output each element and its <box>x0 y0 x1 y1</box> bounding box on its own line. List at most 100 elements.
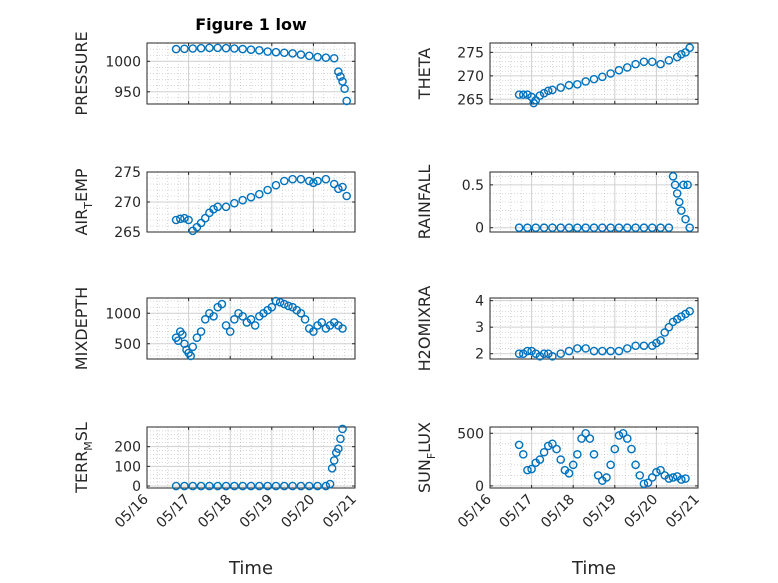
y-axis-label-main: MIXDEPTH <box>72 287 91 370</box>
subplot-rainfall: 0 0.5 RAINFALL <box>415 165 699 239</box>
data-point <box>321 174 331 184</box>
data-point <box>340 84 349 94</box>
data-point <box>175 214 185 224</box>
axes-box <box>146 426 356 489</box>
data-point <box>334 184 343 194</box>
data-point <box>598 223 607 233</box>
data-point <box>681 48 690 57</box>
data-point <box>573 344 582 353</box>
data-point <box>656 223 665 233</box>
data-point <box>564 80 574 90</box>
data-point <box>685 43 694 52</box>
data-point <box>581 223 590 233</box>
data-point <box>296 481 306 491</box>
data-point <box>338 424 347 434</box>
y-tick-label: 0 <box>132 479 141 495</box>
y-axis-label-subscript: F <box>425 453 438 459</box>
data-point <box>548 223 557 233</box>
y-axis-label-tail: LUX <box>415 422 434 453</box>
data-point <box>535 91 545 100</box>
data-point <box>581 344 590 353</box>
y-axis-label: SUNFLUX <box>415 422 438 493</box>
data-point <box>589 346 599 356</box>
data-point <box>647 223 657 233</box>
data-point <box>279 48 289 58</box>
y-axis-label: MIXDEPTH <box>72 287 91 370</box>
data-point <box>685 223 694 233</box>
data-point <box>271 180 281 190</box>
y-axis-label: AIRTEMP <box>72 168 95 235</box>
data-point <box>304 176 314 186</box>
data-point <box>647 57 657 67</box>
data-point <box>631 341 640 351</box>
data-point <box>221 321 231 330</box>
subplot-pressure: 950 1000 PRESSURE <box>72 31 356 116</box>
y-tick-label: 100 <box>114 459 141 475</box>
y-axis-label: THETA <box>415 48 434 100</box>
data-point <box>279 481 289 491</box>
y-tick-label: 3 <box>475 320 484 336</box>
data-point <box>564 223 574 233</box>
data-point <box>548 439 557 449</box>
data-point <box>556 455 566 464</box>
data-point <box>543 441 553 451</box>
y-tick-label: 200 <box>114 440 141 456</box>
axes-box <box>146 42 356 105</box>
data-point <box>338 182 347 192</box>
data-point <box>180 44 189 54</box>
data-point <box>685 306 694 316</box>
data-point <box>180 213 189 223</box>
data-point <box>178 330 187 339</box>
data-point <box>196 218 206 228</box>
data-point <box>304 51 314 61</box>
data-point <box>643 478 653 488</box>
data-point <box>523 223 532 233</box>
data-point <box>523 346 532 356</box>
y-tick-label: 0.5 <box>462 178 484 194</box>
y-axis-label-main: PRESSURE <box>72 31 91 115</box>
data-point <box>200 315 210 324</box>
data-point <box>246 45 256 55</box>
data-point <box>309 178 318 188</box>
data-point <box>321 53 331 62</box>
y-axis-label-tail: SL <box>72 422 91 441</box>
data-point <box>321 481 331 491</box>
data-point <box>334 444 343 453</box>
data-point <box>300 315 310 324</box>
data-point <box>217 299 227 309</box>
data-point <box>635 471 645 480</box>
data-point <box>518 90 528 99</box>
data-point <box>288 481 297 491</box>
data-point <box>255 189 264 199</box>
data-point <box>514 440 524 450</box>
data-point <box>279 176 289 186</box>
y-tick-label: 950 <box>114 85 141 101</box>
data-point <box>670 180 680 190</box>
data-point <box>213 43 223 53</box>
data-point <box>184 215 193 225</box>
data-point <box>593 471 603 480</box>
data-point <box>556 83 566 92</box>
data-point <box>568 460 578 470</box>
data-point <box>531 95 541 105</box>
data-point <box>209 311 218 321</box>
y-tick-label: 265 <box>457 92 484 108</box>
figure-title: Figure 1 low <box>195 15 307 34</box>
y-axis-label-subscript: M <box>82 441 95 451</box>
axes-box <box>489 297 699 360</box>
data-point <box>683 180 692 190</box>
y-axis-label-main: TERR <box>72 451 91 494</box>
data-point <box>652 467 661 477</box>
data-point <box>639 223 649 233</box>
data-point <box>284 301 293 311</box>
data-point <box>275 297 285 307</box>
data-point <box>171 215 181 225</box>
data-point <box>230 44 239 53</box>
data-point <box>200 213 210 223</box>
data-point <box>246 481 256 491</box>
data-point <box>539 88 549 98</box>
xlabel-left: Time <box>228 558 273 579</box>
y-tick-label: 2 <box>475 347 484 363</box>
data-point <box>589 223 599 233</box>
data-point <box>205 43 214 53</box>
